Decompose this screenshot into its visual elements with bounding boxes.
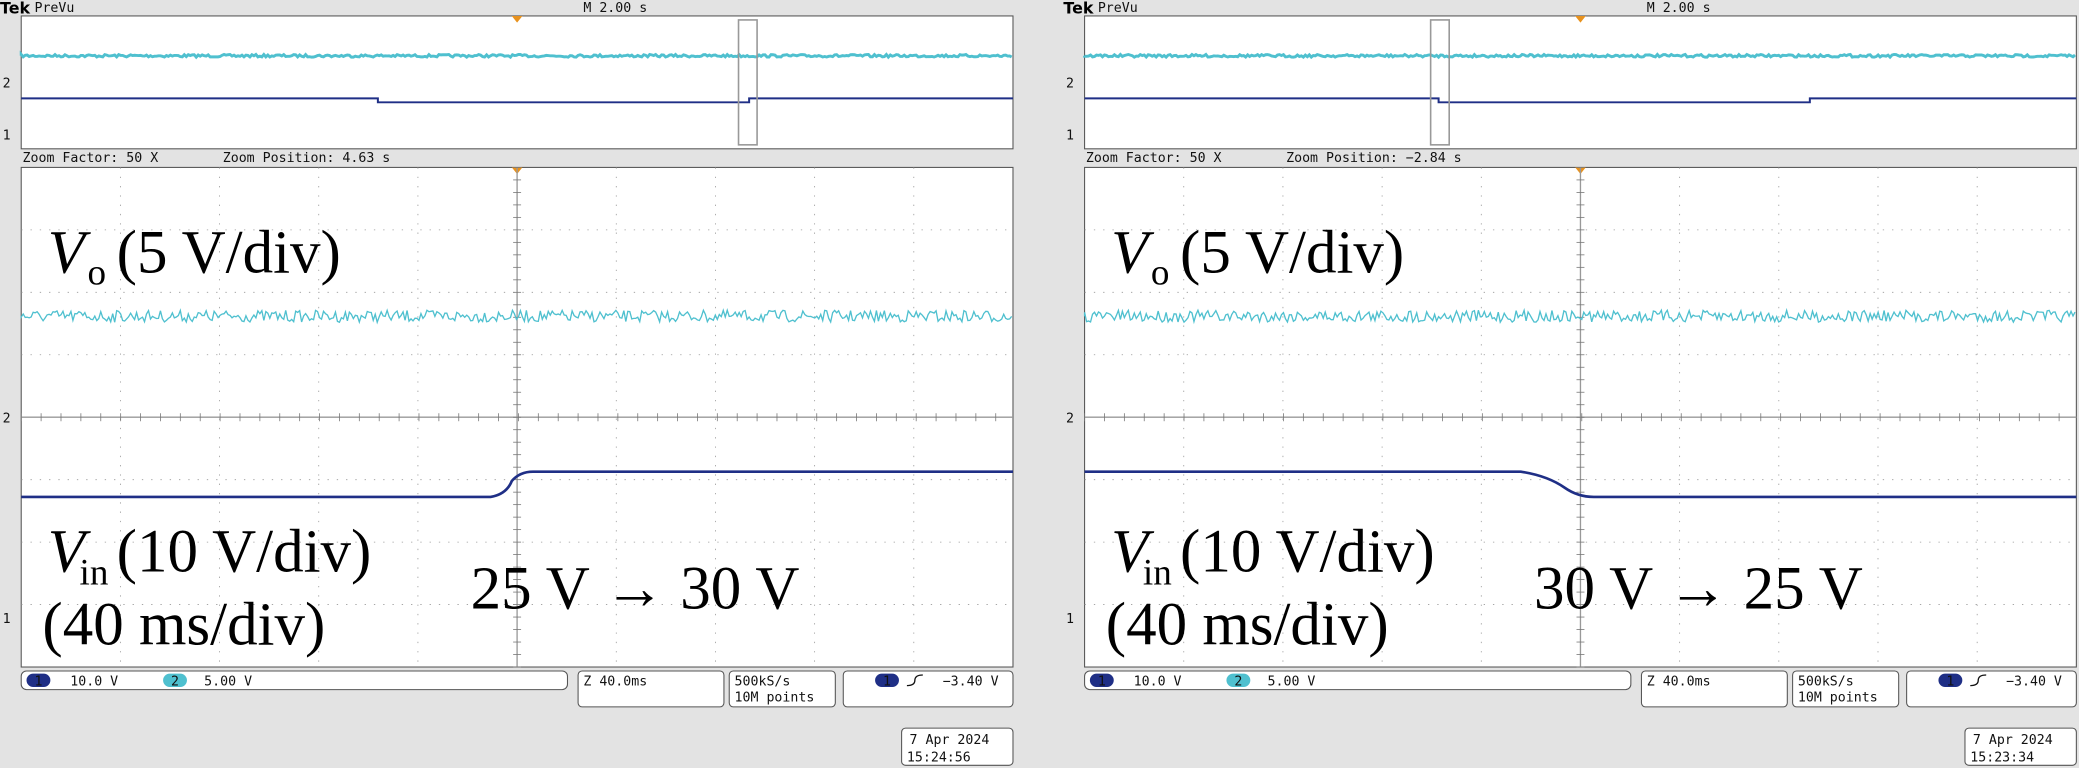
time: 15:23:34	[1970, 750, 2034, 765]
scope-panel: Tek PreVu M 2.00 s 2 1 Zoom Factor: 50 X Zoom …	[1063, 0, 2079, 768]
vo-sub: o	[88, 252, 107, 293]
brand: Tek	[1063, 0, 1093, 17]
ch1-badge	[1089, 673, 1114, 687]
main-ch2-marker: 2	[3, 412, 11, 427]
main-ch1-marker: 1	[1066, 612, 1074, 627]
vin-symbol: V	[1111, 518, 1155, 585]
ch1-badge	[26, 673, 51, 687]
ch1-scale: 10.0 V	[70, 675, 118, 690]
mode: PreVu	[1098, 1, 1138, 16]
scope-panel: Tek PreVu M 2.00 s 2 1 Zoom Factor: 50 X Zoom …	[0, 0, 1016, 768]
time-scale: (40 ms/div)	[1106, 591, 1389, 658]
ch2-trace	[1083, 307, 2076, 325]
date-box	[901, 727, 1014, 766]
zoom-time: Z 40.0ms	[1647, 675, 1711, 690]
vo-scale: (5 V/div)	[1180, 219, 1404, 286]
ch1-label: 1	[1098, 675, 1106, 690]
vin-symbol: V	[48, 518, 92, 585]
overview-trigger	[511, 15, 523, 23]
zoom-time: Z 40.0ms	[583, 675, 647, 690]
vin-sub: in	[1143, 553, 1172, 594]
record-length: 10M points	[735, 691, 815, 706]
overview-trigger	[1575, 15, 1586, 23]
zoom-box	[1640, 670, 1788, 708]
vin-scale: (10 V/div)	[117, 518, 372, 585]
zoom-bracket	[737, 19, 758, 146]
ch2-trace	[20, 308, 1013, 325]
main-ch1-marker: 1	[3, 612, 11, 627]
time: 15:24:56	[907, 750, 971, 765]
zoom-box	[577, 670, 725, 708]
ch2-scale: 5.00 V	[204, 675, 252, 690]
vin-sub: in	[80, 553, 109, 594]
overview-ch2-marker: 2	[1066, 77, 1074, 92]
channel-box	[20, 670, 569, 691]
vo-sub: o	[1151, 252, 1170, 293]
ch2-label: 2	[1234, 675, 1242, 690]
mode: PreVu	[34, 1, 74, 16]
ch1-scale: 10.0 V	[1134, 675, 1182, 690]
overview	[20, 15, 1014, 150]
overview-ch1	[1084, 97, 2077, 104]
ch1-trace	[1084, 470, 2077, 499]
trigger-level: −3.40 V	[943, 675, 999, 690]
ch2-label: 2	[171, 675, 179, 690]
zoom-position: Zoom Position: −2.84 s	[1286, 151, 1462, 166]
acq-box	[728, 670, 836, 708]
trigger-slope	[906, 674, 923, 687]
main-ch2-marker: 2	[1066, 412, 1074, 427]
vo-scale: (5 V/div)	[117, 219, 341, 286]
ch2-scale: 5.00 V	[1268, 675, 1316, 690]
sample-rate: 500kS/s	[1798, 675, 1854, 690]
trigger-channel: 1	[1946, 675, 1954, 690]
ch1-trace	[21, 470, 1013, 499]
trigger-channel: 1	[883, 675, 891, 690]
overview	[1084, 15, 2077, 150]
overview-ch1-marker: 1	[1066, 129, 1074, 144]
date: 7 Apr 2024	[1973, 733, 2053, 748]
transition: 25 V → 30 V	[471, 555, 800, 622]
zoom-factor: Zoom Factor: 50 X	[1086, 151, 1222, 166]
ch2-badge	[1226, 673, 1251, 687]
brand: Tek	[0, 0, 30, 17]
zoom-factor: Zoom Factor: 50 X	[23, 151, 159, 166]
acq-box	[1792, 670, 1900, 708]
time-scale: (40 ms/div)	[42, 591, 325, 658]
timebase: M 2.00 s	[583, 1, 647, 16]
ch1-label: 1	[34, 675, 42, 690]
record-length: 10M points	[1798, 691, 1878, 706]
timebase: M 2.00 s	[1647, 1, 1711, 16]
transition: 30 V → 25 V	[1534, 555, 1863, 622]
overview-ch1-marker: 1	[3, 129, 11, 144]
vo-symbol: V	[48, 219, 92, 286]
date: 7 Apr 2024	[910, 733, 990, 748]
zoom-position: Zoom Position: 4.63 s	[223, 151, 391, 166]
overview-ch2	[1083, 52, 2076, 60]
zoom-bracket	[1429, 19, 1450, 146]
overview-ch2-marker: 2	[3, 77, 11, 92]
trigger-badge	[875, 673, 899, 687]
overview-ch1	[21, 97, 1013, 104]
ch2-badge	[163, 673, 187, 687]
channel-box	[1084, 670, 1632, 691]
trigger-level: −3.40 V	[2006, 675, 2062, 690]
vo-symbol: V	[1111, 219, 1155, 286]
trigger-badge	[1938, 673, 1963, 687]
trigger-slope	[1970, 674, 1987, 687]
vin-scale: (10 V/div)	[1180, 518, 1435, 585]
overview-ch2	[19, 50, 1013, 60]
sample-rate: 500kS/s	[735, 675, 791, 690]
date-box	[1964, 727, 2077, 766]
